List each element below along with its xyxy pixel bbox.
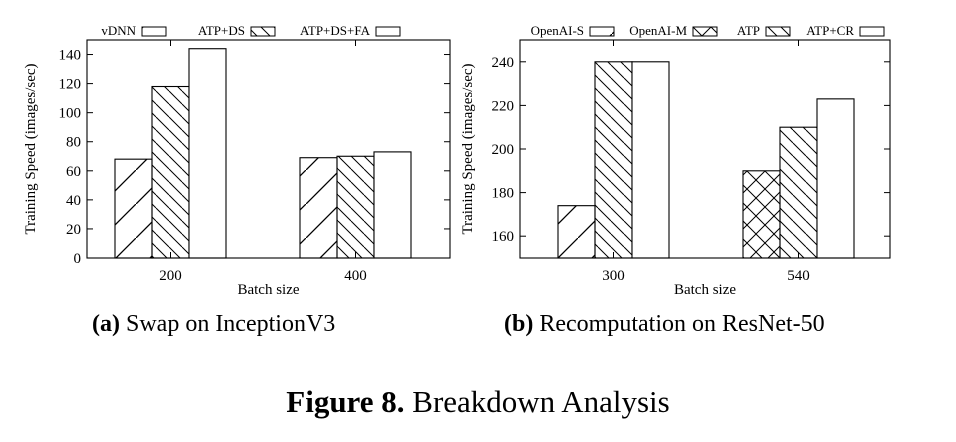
figure-caption-label: Figure 8. bbox=[286, 384, 405, 419]
y-axis-label: Training Speed (images/sec) bbox=[23, 63, 39, 234]
legend-swatch bbox=[141, 26, 167, 37]
y-tick-label: 0 bbox=[74, 251, 82, 267]
swap-chart: 0 20 40 60 80 100 120 140 200 400 Batch size Traini… bbox=[23, 23, 451, 298]
legend-label: ATP bbox=[737, 23, 760, 38]
legend-label: ATP+DS bbox=[198, 23, 245, 38]
y-axis-label: Training Speed (images/sec) bbox=[460, 63, 476, 234]
y-tick-label: 40 bbox=[66, 193, 81, 209]
x-tick-label: 540 bbox=[787, 268, 810, 284]
legend-swatch bbox=[250, 26, 276, 37]
x-axis-label: Batch size bbox=[237, 282, 299, 298]
bar-atp-cr-540 bbox=[816, 98, 855, 259]
legend-swatch bbox=[859, 26, 885, 37]
legend-label: OpenAI-S bbox=[531, 23, 584, 38]
bar-openai-m-540 bbox=[742, 170, 781, 259]
y-tick-label: 100 bbox=[59, 106, 82, 122]
legend-swatch bbox=[692, 26, 718, 37]
bar-atp-ds-fa-200 bbox=[188, 48, 227, 259]
y-tick-label: 120 bbox=[59, 77, 82, 93]
y-tick-label: 80 bbox=[66, 135, 81, 151]
x-tick-label: 300 bbox=[602, 268, 625, 284]
legend-label: OpenAI-M bbox=[629, 23, 687, 38]
x-tick-label: 200 bbox=[159, 268, 182, 284]
legend-swatch bbox=[589, 26, 615, 37]
bar-atp-cr-300 bbox=[631, 61, 670, 259]
y-tick-label: 220 bbox=[492, 98, 515, 114]
subcaption-b-label: (b) bbox=[504, 311, 534, 337]
plot-frame bbox=[86, 39, 451, 259]
subcaption-a-text: Swap on InceptionV3 bbox=[125, 311, 336, 337]
x-axis-label: Batch size bbox=[674, 282, 736, 298]
y-tick-label: 20 bbox=[66, 222, 81, 238]
subcaption-a: (a) Swap on InceptionV3 bbox=[92, 311, 335, 338]
legend-swatch bbox=[765, 26, 791, 37]
figure-caption-text: Breakdown Analysis bbox=[412, 384, 670, 419]
subcaption-b: (b) Recomputation on ResNet-50 bbox=[504, 311, 825, 338]
subcaption-b-text: Recomputation on ResNet-50 bbox=[539, 311, 825, 337]
legend-label: vDNN bbox=[101, 23, 136, 38]
bar-openai-s-300 bbox=[557, 205, 596, 259]
bar-atp-ds-400 bbox=[336, 155, 375, 259]
bar-vdnn-400 bbox=[299, 157, 338, 259]
legend-label: ATP+DS+FA bbox=[300, 23, 371, 38]
y-tick-label: 200 bbox=[492, 142, 515, 158]
legend-swatch bbox=[375, 26, 401, 37]
y-tick-label: 180 bbox=[492, 186, 515, 202]
figure-caption: Figure 8. Breakdown Analysis bbox=[0, 384, 956, 420]
y-tick-label: 240 bbox=[492, 55, 515, 71]
subcaption-a-label: (a) bbox=[92, 311, 120, 337]
legend-label: ATP+CR bbox=[806, 23, 854, 38]
x-tick-label: 400 bbox=[344, 268, 367, 284]
y-tick-label: 140 bbox=[59, 48, 82, 64]
y-tick-label: 160 bbox=[492, 229, 515, 245]
bar-atp-300 bbox=[594, 61, 633, 259]
y-tick-label: 60 bbox=[66, 164, 81, 180]
recomputation-chart: 160 180 200 220 240 300 540 Batch size Training … bbox=[460, 23, 891, 298]
bar-atp-ds-200 bbox=[151, 85, 190, 259]
bar-vdnn-200 bbox=[114, 158, 153, 259]
bar-atp-540 bbox=[779, 126, 818, 259]
bar-atp-ds-fa-400 bbox=[373, 151, 412, 259]
